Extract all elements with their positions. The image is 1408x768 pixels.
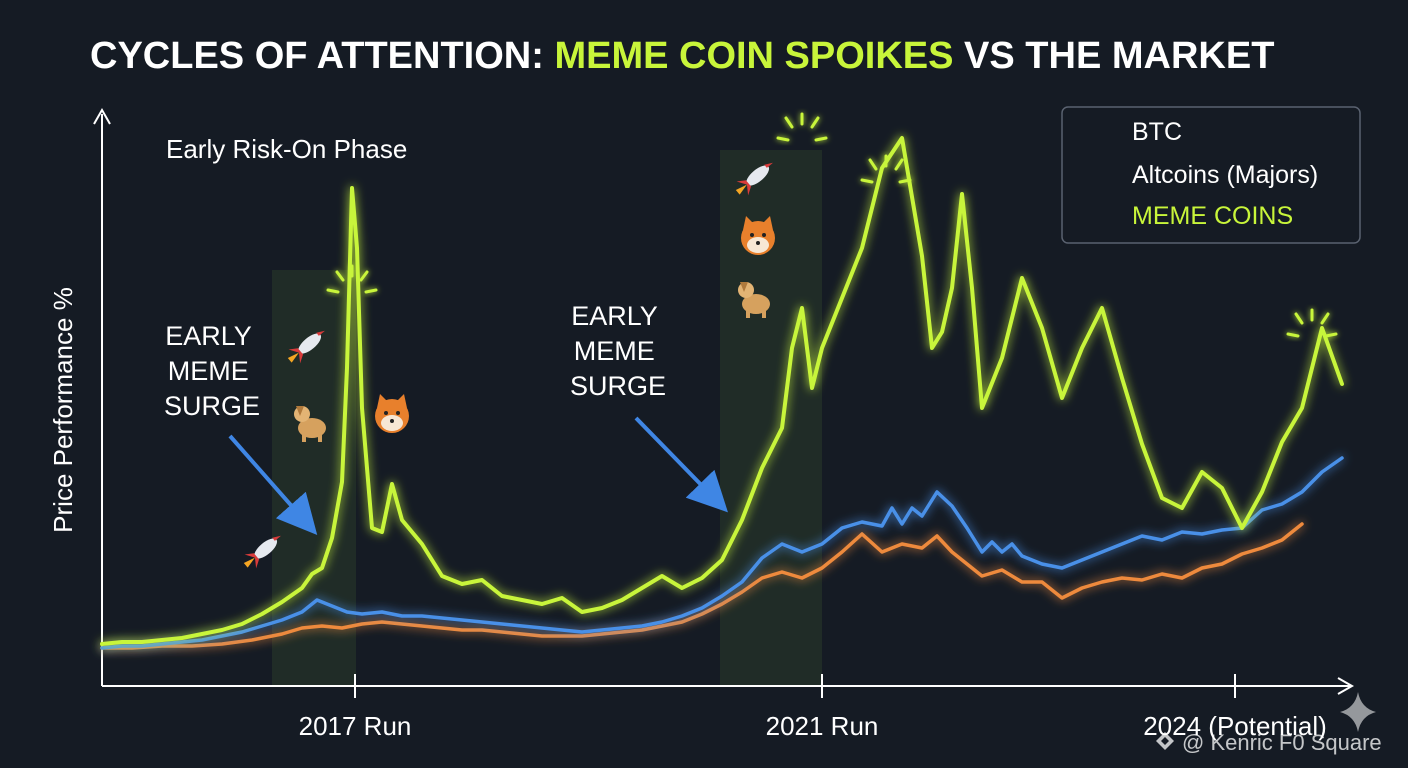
y-axis-arrow [93, 107, 111, 125]
annotation-early-meme-surge-2021: EARLY MEME SURGE [570, 301, 666, 401]
shiba-icon [741, 216, 775, 255]
legend-label-meme: MEME COINS [1132, 202, 1293, 230]
dog-icon [294, 406, 326, 442]
title-main: CYCLES OF ATTENTION: [90, 35, 554, 77]
series-line-altcoins-majors [100, 522, 1304, 650]
watermark-text: @ Kenric F0 Square [1182, 730, 1382, 755]
surge-2021-arrow [634, 416, 728, 513]
series-line-meme-coins [100, 136, 1344, 646]
shiba-icon [375, 394, 409, 433]
sparkle-icon [860, 154, 912, 184]
x-tick-label: 2017 Run [299, 711, 412, 741]
chart-title: CYCLES OF ATTENTION: MEME COIN SPOIKES V… [90, 35, 1274, 77]
surge-2017-line-3: SURGE [164, 391, 260, 421]
axes [93, 107, 1355, 695]
x-axis-arrow [1337, 677, 1355, 695]
series-layer [100, 136, 1344, 650]
surge-2021-line-2: MEME [574, 336, 655, 366]
title-highlight: MEME COIN SPOIKES [554, 35, 953, 77]
surge-2021-line-3: SURGE [570, 371, 666, 401]
rocket-icon [287, 330, 325, 364]
sparkle-icon [1286, 308, 1338, 338]
surge-2021-line-1: EARLY [571, 301, 658, 331]
sparkle-corner-icon [1340, 692, 1376, 732]
surge-2017-line-1: EARLY [165, 321, 252, 351]
annotation-early-meme-surge-2017: EARLY MEME SURGE [164, 321, 260, 421]
series-line-btc [100, 456, 1344, 650]
brand-logo-icon [1156, 732, 1174, 750]
legend-label-altcoins: Altcoins (Majors) [1132, 161, 1318, 189]
legend: BTC Altcoins (Majors) MEME COINS [1061, 106, 1361, 244]
sparkle-icon [776, 112, 828, 142]
annotation-early-risk-on: Early Risk-On Phase [166, 134, 407, 164]
dog-icon [738, 282, 770, 318]
x-tick-label: 2021 Run [766, 711, 879, 741]
sparkle-icon [326, 264, 378, 294]
legend-box [1061, 106, 1361, 244]
title-tail: VS THE MARKET [954, 35, 1275, 77]
rocket-icon [243, 535, 281, 569]
x-tick-label: 2024 (Potential) [1143, 711, 1327, 741]
surge-2017-line-2: MEME [168, 356, 249, 386]
legend-label-btc: BTC [1132, 118, 1182, 146]
surge-2017-arrow [228, 434, 318, 536]
rocket-icon [735, 162, 773, 196]
y-axis-label: Price Performance % [48, 287, 78, 533]
x-ticks: 2017 Run 2021 Run 2024 (Potential) [299, 674, 1327, 741]
watermark: @ Kenric F0 Square [1156, 730, 1382, 755]
